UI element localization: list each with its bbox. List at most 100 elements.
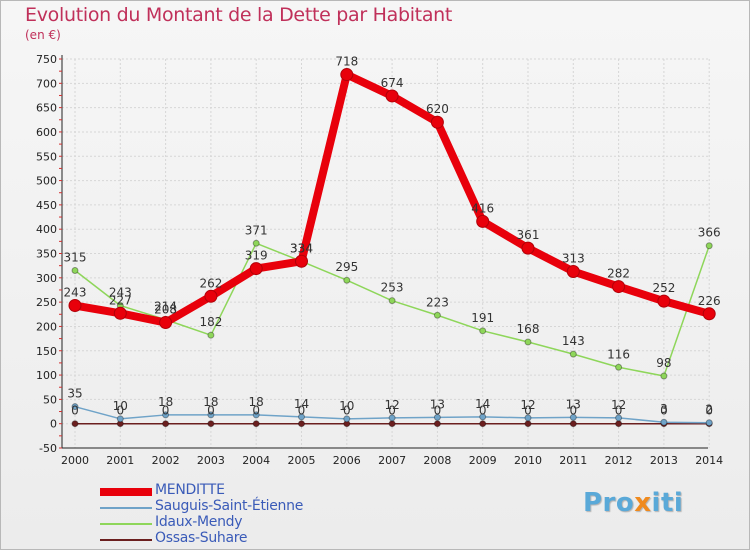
y-tick-label: 350 [36, 248, 57, 261]
data-label: 227 [109, 293, 132, 307]
y-tick-label: 750 [36, 53, 57, 66]
y-tick-label: 150 [36, 345, 57, 358]
data-label: 0 [660, 404, 668, 418]
data-label: 0 [71, 404, 79, 418]
data-label: 0 [569, 404, 577, 418]
data-point [615, 414, 623, 422]
data-point [479, 327, 487, 335]
y-tick-label: 600 [36, 126, 57, 139]
data-point [569, 350, 577, 358]
data-point [159, 316, 173, 330]
data-point [430, 115, 444, 129]
data-label: 10 [113, 399, 128, 413]
data-point [298, 413, 305, 421]
data-point [524, 338, 532, 346]
y-tick-label: 500 [36, 175, 57, 188]
data-label: 295 [335, 260, 358, 274]
y-tick-label: 200 [36, 320, 57, 333]
data-point [343, 415, 351, 423]
data-label: 315 [64, 251, 87, 265]
data-label: 208 [154, 303, 177, 317]
data-label: 334 [290, 241, 313, 255]
data-point [252, 239, 260, 247]
data-point [479, 420, 487, 428]
data-point [476, 214, 490, 228]
data-point [388, 297, 396, 305]
legend-swatch [100, 523, 152, 525]
data-point [612, 280, 626, 294]
data-label: 0 [298, 404, 306, 418]
y-tick-label: 550 [36, 150, 57, 163]
data-label: 143 [562, 334, 585, 348]
data-point [295, 254, 308, 268]
y-tick-label: 100 [36, 369, 57, 382]
data-label: 0 [252, 404, 260, 418]
legend-swatch [100, 539, 152, 541]
y-tick-label: -50 [39, 442, 57, 455]
data-label: 243 [109, 286, 132, 300]
data-point [615, 420, 623, 428]
data-point [660, 372, 668, 380]
data-point [68, 299, 82, 313]
brand-x: x [634, 488, 652, 518]
data-label: 13 [566, 397, 581, 411]
legend-label: MENDITTE [155, 482, 225, 498]
data-point [705, 242, 713, 250]
data-label: 334 [290, 241, 313, 255]
data-point [521, 241, 535, 255]
data-labels: 0 0 0 0 0 0 0 0 0 0 0 0 0 0 0 35 10 18 18 18 14 10 12 13 14 12 13 1… [64, 55, 721, 418]
data-point [705, 419, 713, 427]
legend-swatch [100, 488, 152, 496]
data-point [343, 276, 351, 284]
y-tick-label: 0 [50, 418, 57, 431]
data-point [433, 311, 441, 319]
x-tick-label: 2006 [333, 454, 361, 467]
x-tick-label: 2013 [650, 454, 678, 467]
data-label: 18 [158, 395, 173, 409]
data-label: 2 [705, 403, 713, 417]
data-label: 18 [203, 395, 218, 409]
data-label: 0 [343, 404, 351, 418]
data-label: 282 [607, 267, 630, 281]
data-label: 416 [471, 201, 494, 215]
data-label: 243 [64, 286, 87, 300]
data-point [524, 420, 532, 428]
data-point [113, 306, 127, 320]
data-label: 214 [154, 300, 177, 314]
data-point [388, 420, 396, 428]
y-tick-label: 400 [36, 223, 57, 236]
data-label: 0 [162, 404, 170, 418]
data-point [252, 411, 260, 419]
data-label: 253 [381, 281, 404, 295]
legend-item: MENDITTE [100, 482, 360, 500]
data-label: 0 [615, 404, 623, 418]
data-point [433, 420, 441, 428]
y-tick-label: 250 [36, 296, 57, 309]
x-tick-label: 2008 [423, 454, 451, 467]
data-point [569, 413, 577, 421]
series-ossas-suhare [71, 420, 713, 428]
chart-title: Evolution du Montant de la Dette par Hab… [25, 4, 453, 26]
data-label: 116 [607, 347, 630, 361]
brand-prefix: Pro [583, 488, 635, 518]
data-point [162, 411, 170, 419]
data-label: 0 [207, 404, 215, 418]
data-point [71, 403, 79, 411]
gridlines [62, 58, 710, 449]
x-tick-label: 2001 [106, 454, 134, 467]
data-label: 366 [698, 226, 721, 240]
y-tick-label: 650 [36, 102, 57, 115]
brand-suffix: iti [651, 488, 684, 518]
x-tick-label: 2014 [695, 454, 723, 467]
legend-item: Idaux-Mendy [100, 514, 360, 532]
legend-item: Ossas-Suhare [100, 530, 360, 548]
data-label: 223 [426, 295, 449, 309]
data-point [388, 414, 396, 422]
data-label: 12 [520, 398, 535, 412]
data-point [702, 307, 716, 321]
data-label: 674 [381, 76, 404, 90]
legend-item: Sauguis-Saint-Étienne [100, 498, 360, 516]
brand-logo: Proxiti [583, 488, 683, 518]
y-tick-label: 700 [36, 77, 57, 90]
data-point [207, 420, 215, 428]
